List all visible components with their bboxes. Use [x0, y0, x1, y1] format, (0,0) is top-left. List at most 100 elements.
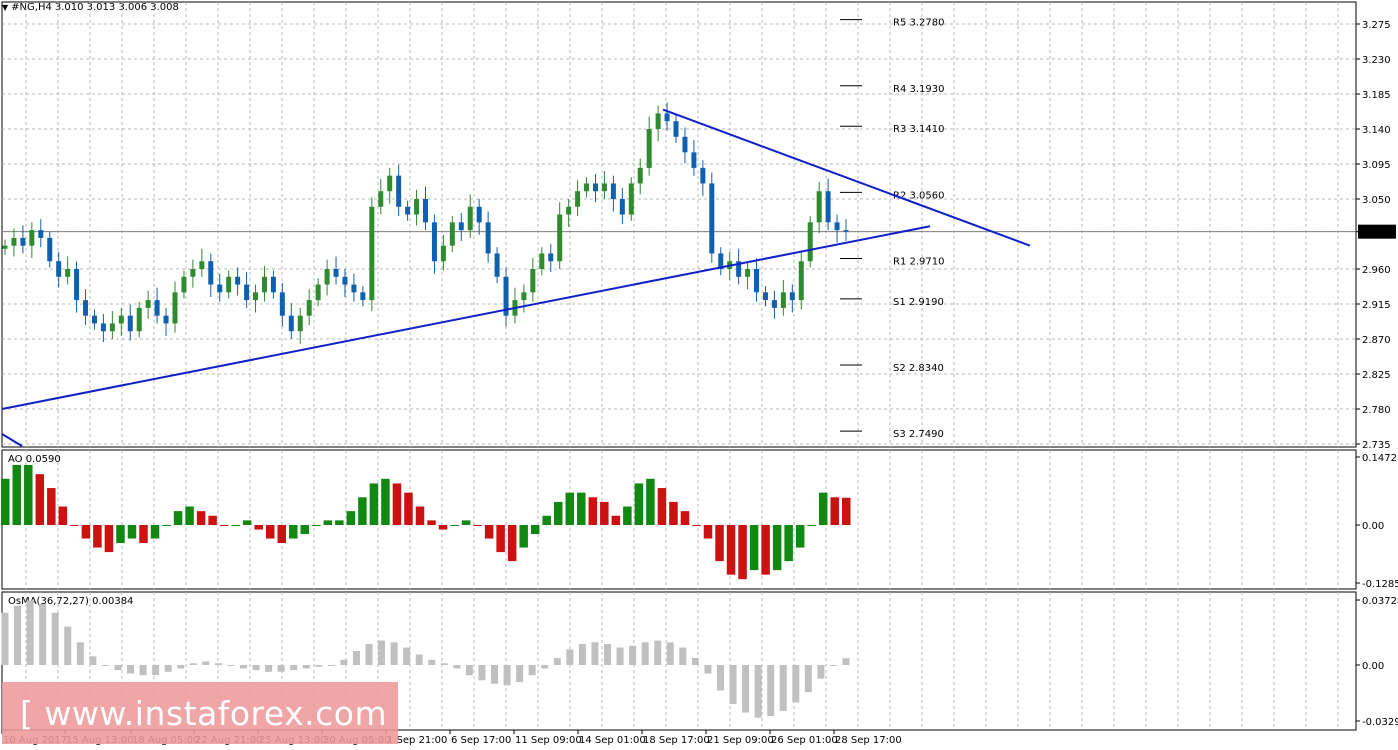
candle-body: [244, 284, 250, 301]
candle-body: [29, 230, 35, 246]
osma-bar: [239, 665, 247, 669]
ao-bar: [623, 506, 632, 525]
osma-bar: [541, 665, 549, 669]
ao-bar: [196, 511, 206, 525]
candle-body: [279, 292, 285, 316]
ao-bar: [646, 478, 655, 525]
osma-bar: [14, 605, 22, 665]
x-tick-label: 26 Sep 01:00: [771, 735, 838, 746]
osma-bar: [779, 665, 787, 711]
candle-body: [270, 276, 276, 293]
candle-body: [2, 245, 8, 249]
osma-bar: [114, 665, 122, 671]
ao-bar: [173, 511, 183, 525]
osma-bar: [842, 658, 850, 665]
osma-bar: [453, 665, 461, 669]
y-tick-label: 3.140: [1362, 125, 1391, 136]
candle-body: [369, 206, 375, 301]
ao-bar: [358, 497, 367, 525]
candle-body: [396, 175, 402, 207]
candle-body: [360, 292, 366, 301]
osma-bar: [629, 645, 637, 665]
y-tick-label: 3.185: [1362, 90, 1391, 101]
osma-bar: [503, 665, 511, 686]
watermark-text: [ www.instaforex.com ]: [20, 693, 412, 733]
trendline: [1, 433, 23, 447]
ao-bar: [680, 511, 690, 525]
ao-bar: [12, 464, 22, 525]
candle-body: [682, 136, 688, 153]
candle-body: [548, 253, 554, 262]
y-tick-label: 3.230: [1362, 55, 1391, 66]
ao-bar: [208, 515, 217, 525]
osma-bar: [616, 647, 624, 665]
y-tick-label: 3.095: [1362, 160, 1391, 171]
osma-bar: [704, 665, 712, 674]
candle-body: [414, 199, 420, 215]
ao-bar: [127, 525, 137, 539]
candle-body: [91, 315, 97, 324]
pane-border-price: [1, 1, 1357, 448]
candle-body: [217, 284, 223, 293]
ao-bar: [818, 492, 828, 525]
y-tick-label: 2.915: [1362, 300, 1391, 311]
candle-body: [11, 237, 17, 246]
symbol-timeframe: #NG,H4: [11, 2, 52, 13]
ao-bar: [219, 525, 229, 526]
ao-y-tick-label: 0.1472: [1362, 453, 1397, 464]
osma-y-tick-label: 0.00: [1362, 661, 1384, 672]
candle-body: [100, 323, 106, 332]
ao-bar: [289, 525, 298, 539]
osma-y-tick-label: -0.03297: [1362, 717, 1398, 728]
candle-body: [56, 261, 62, 277]
osma-bar: [403, 647, 411, 665]
ao-bar: [300, 525, 310, 535]
candle-body: [816, 191, 822, 223]
ao-bar: [761, 525, 770, 575]
candle-body: [306, 300, 312, 316]
ao-bar: [484, 525, 494, 539]
ao-bar: [749, 525, 759, 571]
candle-body: [449, 222, 455, 246]
osma-bar: [51, 612, 59, 665]
candle-body: [521, 292, 527, 301]
ao-bar: [611, 515, 621, 525]
triangle-down-icon[interactable]: ▼: [2, 3, 9, 12]
ao-bar: [807, 525, 816, 526]
candle-body: [485, 222, 491, 254]
x-tick-label: 6 Sep 17:00: [451, 735, 511, 746]
x-tick-label: 21 Sep 09:00: [707, 735, 774, 746]
osma-bar: [327, 665, 335, 666]
candle-body: [503, 276, 509, 316]
osma-bar: [227, 665, 235, 666]
osma-bar: [428, 659, 436, 665]
ao-bar: [842, 497, 851, 525]
ao-bar: [93, 525, 102, 548]
osma-bar: [528, 665, 536, 676]
osma-bar: [792, 665, 800, 703]
candle-body: [494, 253, 500, 277]
y-tick-label: 2.960: [1362, 265, 1391, 276]
ao-bar: [150, 525, 160, 539]
ao-bar: [461, 520, 471, 525]
ao-indicator-label: AO 0.0590: [8, 454, 61, 465]
trendline: [1, 225, 931, 410]
osma-bar: [817, 665, 825, 679]
ao-bar: [600, 501, 609, 525]
candle-body: [709, 183, 715, 254]
x-tick-label: 11 Sep 09:00: [515, 735, 582, 746]
candle-body: [423, 199, 428, 223]
candle-body: [575, 191, 581, 207]
watermark-banner: [ www.instaforex.com ]: [2, 682, 411, 744]
candle-body: [20, 237, 26, 246]
candle-body: [807, 222, 813, 262]
ao-bar: [231, 525, 240, 526]
osma-bar: [754, 665, 762, 718]
osma-bar: [177, 665, 185, 669]
osma-bar: [767, 665, 775, 716]
chart-title-bar: ▼ #NG,H4 3.010 3.013 3.006 3.008: [2, 2, 179, 13]
ao-bar: [692, 525, 701, 526]
pivot-label: R5 3.2780: [893, 18, 944, 29]
osma-bar: [315, 665, 323, 667]
